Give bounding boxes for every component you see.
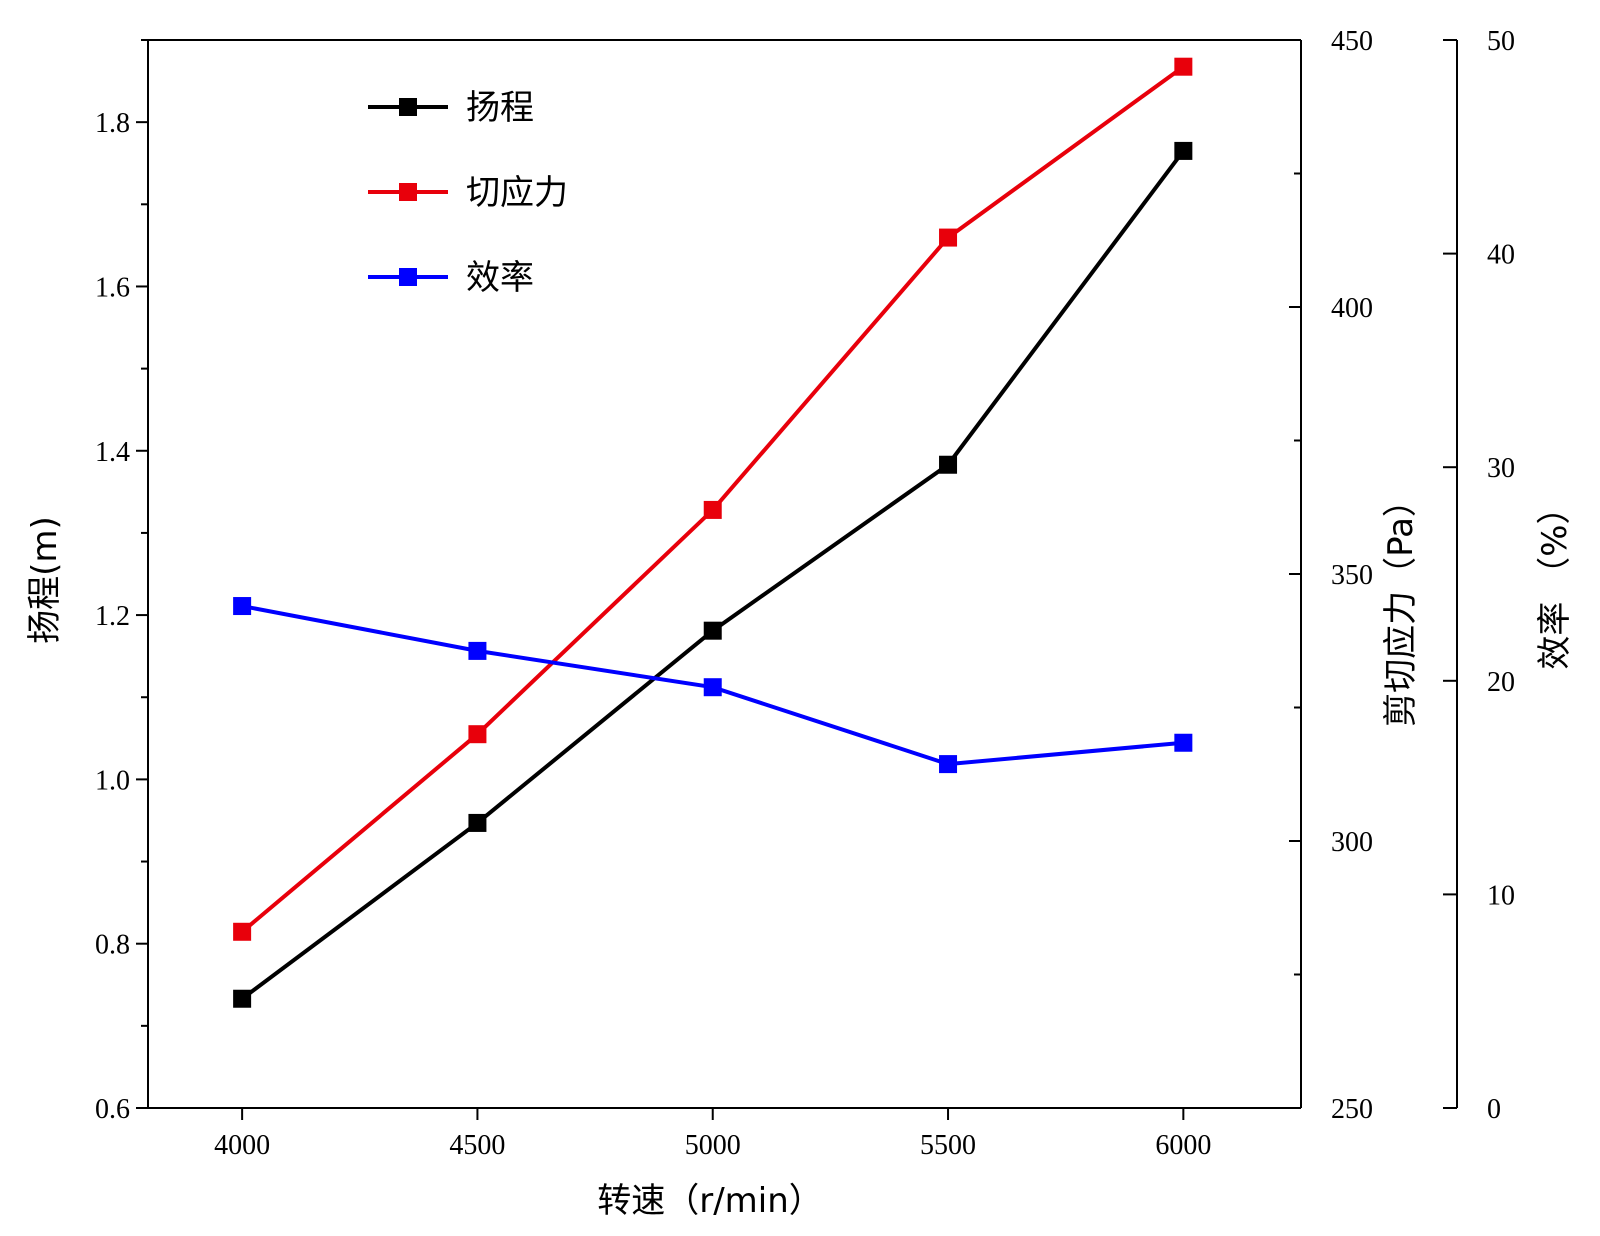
x-axis-title: 转速（r/min） <box>597 1181 823 1221</box>
data-point-shear <box>939 228 958 247</box>
legend-label-head: 扬程 <box>466 88 534 128</box>
data-point-efficiency <box>939 755 958 774</box>
data-point-shear <box>1174 57 1193 76</box>
shear-tick-label: 300 <box>1331 827 1373 858</box>
data-point-head <box>939 455 958 474</box>
left-tick-label: 1.6 <box>95 272 130 303</box>
left-tick-label: 0.6 <box>95 1094 130 1125</box>
left-tick-label: 0.8 <box>95 930 130 961</box>
shear-tick-label: 450 <box>1331 26 1373 57</box>
data-point-head <box>703 621 722 640</box>
right-axis-ticks-shear: 250 300 350 400 450 <box>1289 26 1373 1125</box>
left-tick-label: 1.4 <box>95 437 130 468</box>
right-axis-title-shear: 剪切应力（Pa） <box>1381 483 1421 727</box>
data-point-head <box>468 813 487 832</box>
right-axis-ticks-efficiency: 0 10 20 30 40 50 <box>1443 26 1515 1125</box>
efficiency-tick-label: 50 <box>1487 26 1515 57</box>
left-axis-ticks: 0.6 0.8 1.0 1.2 1.4 1.6 1.8 <box>95 39 148 1125</box>
data-point-shear <box>233 922 252 941</box>
data-point-head <box>1174 141 1193 160</box>
efficiency-tick-label: 40 <box>1487 240 1515 271</box>
x-tick-label: 4000 <box>214 1130 270 1161</box>
legend-marker-efficiency <box>399 268 417 286</box>
left-tick-label: 1.2 <box>95 601 130 632</box>
plot-frame <box>147 39 1458 1109</box>
legend-marker-shear <box>399 183 417 201</box>
x-axis-ticks: 4000 4500 5000 5500 6000 <box>214 1108 1211 1161</box>
legend-item-shear: 切应力 <box>368 173 568 213</box>
x-tick-label: 5000 <box>685 1130 741 1161</box>
legend-label-shear: 切应力 <box>466 173 568 213</box>
shear-tick-label: 250 <box>1331 1094 1373 1125</box>
efficiency-tick-label: 0 <box>1487 1094 1501 1125</box>
right-axis-title-efficiency: 效率 （%） <box>1535 490 1575 669</box>
series-line-shear <box>240 65 1185 934</box>
left-axis-title: 扬程(m) <box>25 516 65 644</box>
left-tick-label: 1.0 <box>95 765 130 796</box>
shear-tick-label: 400 <box>1331 293 1373 324</box>
legend-marker-head <box>399 98 417 116</box>
x-tick-label: 5500 <box>920 1130 976 1161</box>
data-point-efficiency <box>1174 733 1193 752</box>
series-layer <box>233 57 1193 1008</box>
data-point-efficiency <box>703 678 722 697</box>
efficiency-tick-label: 30 <box>1487 453 1515 484</box>
efficiency-tick-label: 10 <box>1487 880 1515 911</box>
data-point-efficiency <box>233 597 252 616</box>
legend-label-efficiency: 效率 <box>466 258 534 298</box>
legend-item-efficiency: 效率 <box>368 258 534 298</box>
left-tick-label: 1.8 <box>95 108 130 139</box>
shear-tick-label: 350 <box>1331 560 1373 591</box>
data-point-head <box>233 989 252 1008</box>
data-point-shear <box>468 725 487 744</box>
x-tick-label: 4500 <box>449 1130 505 1161</box>
x-tick-label: 6000 <box>1155 1130 1211 1161</box>
legend: 扬程 切应力 效率 <box>368 88 568 298</box>
legend-item-head: 扬程 <box>368 88 534 128</box>
efficiency-tick-label: 20 <box>1487 667 1515 698</box>
data-point-efficiency <box>468 641 487 660</box>
data-point-shear <box>703 500 722 519</box>
